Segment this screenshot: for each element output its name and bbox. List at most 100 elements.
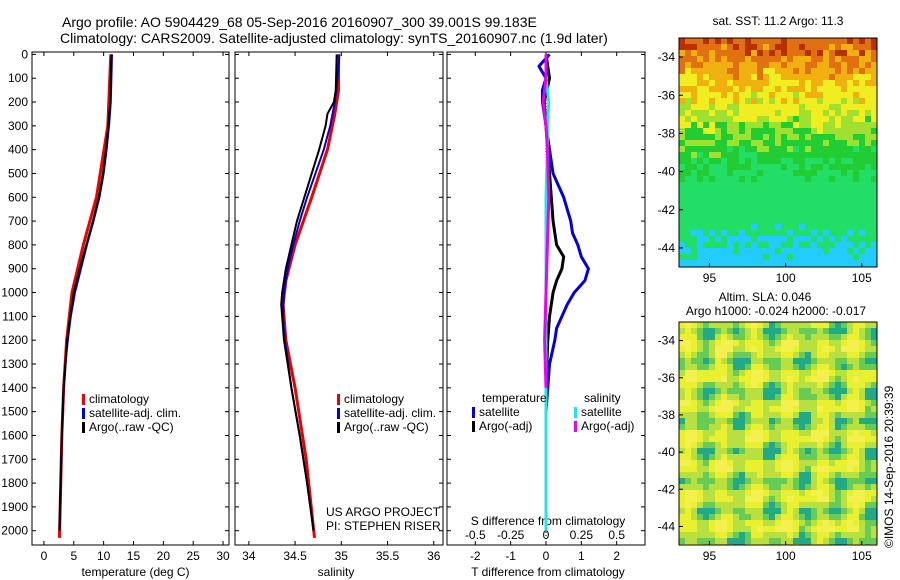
sst-map-cell bbox=[859, 38, 865, 44]
sla-map-cell bbox=[835, 454, 841, 460]
sst-map-cell bbox=[805, 80, 811, 86]
sla-map-cell bbox=[715, 364, 721, 370]
sst-map-cell bbox=[745, 170, 751, 176]
sst-map-cell bbox=[847, 98, 853, 104]
sla-map-cell bbox=[787, 508, 793, 514]
sst-map-cell bbox=[715, 110, 721, 116]
sst-map-cell bbox=[793, 218, 799, 224]
sst-map-cell bbox=[793, 80, 799, 86]
sla-map-cell bbox=[739, 430, 745, 436]
sst-map-cell bbox=[781, 218, 787, 224]
sst-map-cell bbox=[697, 236, 703, 242]
sst-map-cell bbox=[733, 128, 739, 134]
sla-map-cell bbox=[841, 346, 847, 352]
sla-map-cell bbox=[853, 472, 859, 478]
sla-map-cell bbox=[859, 328, 865, 334]
sla-map-cell bbox=[721, 520, 727, 526]
sst-map-cell bbox=[739, 80, 745, 86]
sst-map-cell bbox=[841, 134, 847, 140]
sst-map-cell bbox=[691, 44, 697, 50]
sst-map-cell bbox=[721, 50, 727, 56]
sla-map-cell bbox=[739, 454, 745, 460]
sst-map-cell bbox=[781, 146, 787, 152]
sst-map-cell bbox=[709, 176, 715, 182]
sla-map-cell bbox=[865, 538, 871, 544]
sla-map-cell bbox=[865, 334, 871, 340]
sla-map-cell bbox=[739, 334, 745, 340]
sla-map-cell bbox=[727, 460, 733, 466]
depth-tick-label: 200 bbox=[8, 95, 28, 109]
sla-map-cell bbox=[799, 490, 805, 496]
sst-map-cell bbox=[691, 92, 697, 98]
sst-map-cell bbox=[859, 56, 865, 62]
sst-map-cell bbox=[739, 56, 745, 62]
sla-map-cell bbox=[769, 508, 775, 514]
sst-map-cell bbox=[709, 188, 715, 194]
sst-map-cell bbox=[685, 170, 691, 176]
sla-map-cell bbox=[823, 520, 829, 526]
sla-map-cell bbox=[709, 436, 715, 442]
sla-map-cell bbox=[811, 448, 817, 454]
sst-map-cell bbox=[763, 194, 769, 200]
sla-map-cell bbox=[847, 496, 853, 502]
sst-map-cell bbox=[841, 248, 847, 254]
sst-map-cell bbox=[775, 86, 781, 92]
sla-map-cell bbox=[835, 412, 841, 418]
sla-map-cell bbox=[763, 448, 769, 454]
sst-map-cell bbox=[805, 86, 811, 92]
sla-map-cell bbox=[865, 340, 871, 346]
sst-map-cell bbox=[841, 104, 847, 110]
temperature-legend-label: climatology bbox=[89, 392, 149, 406]
sst-map-cell bbox=[817, 128, 823, 134]
sst-map-pixels bbox=[679, 38, 877, 267]
sst-map-cell bbox=[721, 254, 727, 260]
sla-map-cell bbox=[793, 466, 799, 472]
sla-map-cell bbox=[817, 454, 823, 460]
sla-map-cell bbox=[805, 490, 811, 496]
sla-map-cell bbox=[871, 478, 877, 484]
sst-map-cell bbox=[847, 230, 853, 236]
sst-map-cell bbox=[799, 38, 805, 44]
sst-map-cell bbox=[703, 200, 709, 206]
sst-map-cell bbox=[733, 68, 739, 74]
sst-map-cell bbox=[691, 230, 697, 236]
sla-map-cell bbox=[703, 418, 709, 424]
sst-map-cell bbox=[715, 230, 721, 236]
sla-map-cell bbox=[703, 394, 709, 400]
sst-map-cell bbox=[823, 62, 829, 68]
sla-map-cell bbox=[727, 358, 733, 364]
sla-map-cell bbox=[787, 496, 793, 502]
sla-map-cell bbox=[805, 532, 811, 538]
sst-map-cell bbox=[823, 44, 829, 50]
sst-map-cell bbox=[811, 254, 817, 260]
sst-map-cell bbox=[691, 182, 697, 188]
sla-map-cell bbox=[829, 412, 835, 418]
salinity-axis-tick-label: 36 bbox=[427, 549, 441, 563]
sst-map-cell bbox=[775, 122, 781, 128]
sst-map-cell bbox=[679, 110, 685, 116]
sla-map-cell bbox=[799, 532, 805, 538]
sst-map-cell bbox=[817, 104, 823, 110]
sst-map-cell bbox=[775, 98, 781, 104]
sla-map-cell bbox=[763, 328, 769, 334]
sst-map-cell bbox=[817, 188, 823, 194]
sla-map-cell bbox=[799, 376, 805, 382]
sla-map-cell bbox=[835, 490, 841, 496]
sla-map-cell bbox=[823, 538, 829, 544]
sst-map-cell bbox=[781, 200, 787, 206]
sla-map-cell bbox=[691, 436, 697, 442]
sst-map-lat-tick-label: -44 bbox=[658, 241, 676, 255]
sla-map-cell bbox=[787, 322, 793, 328]
sst-map-cell bbox=[847, 62, 853, 68]
sla-map-cell bbox=[739, 460, 745, 466]
sla-map-cell bbox=[679, 496, 685, 502]
sla-map-cell bbox=[739, 442, 745, 448]
sst-map-cell bbox=[859, 74, 865, 80]
sst-map-cell bbox=[769, 152, 775, 158]
sst-map-cell bbox=[823, 230, 829, 236]
sla-map-cell bbox=[859, 370, 865, 376]
sla-map-cell bbox=[739, 352, 745, 358]
sla-map-cell bbox=[733, 334, 739, 340]
sst-map-cell bbox=[691, 176, 697, 182]
sst-map-cell bbox=[685, 134, 691, 140]
